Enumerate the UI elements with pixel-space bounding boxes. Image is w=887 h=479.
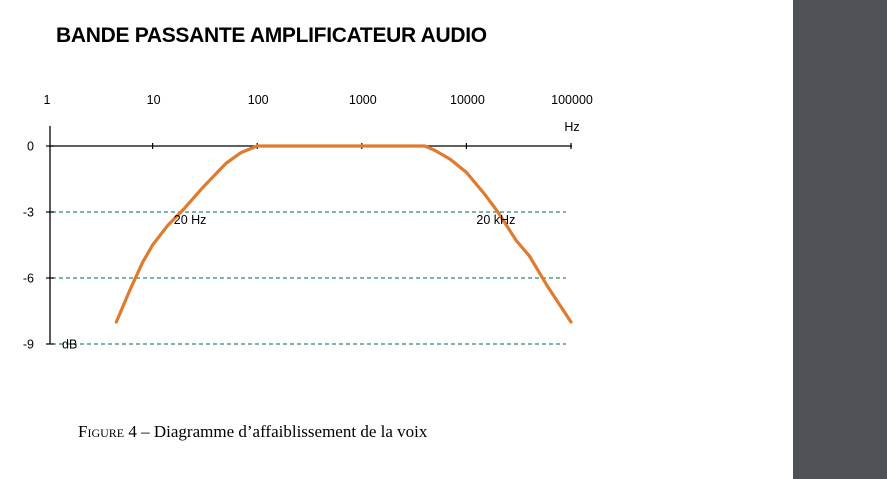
y-tick-label-0: 0	[27, 140, 34, 154]
caption-text: Diagramme d’affaiblissement de la voix	[153, 422, 428, 441]
x-tick-label-0: 1	[44, 93, 51, 107]
figure-label: Figure 4	[78, 422, 137, 441]
x-tick-label-5: 100000	[551, 93, 593, 107]
annotation-1: 20 kHz	[476, 213, 515, 227]
x-tick-label-1: 10	[147, 93, 161, 107]
y-unit-label: dB	[62, 338, 77, 352]
series-line-0	[114, 144, 573, 324]
document-page: BANDE PASSANTE AMPLIFICATEUR AUDIO 1 10 10…	[22, 24, 593, 442]
chart-title: BANDE PASSANTE AMPLIFICATEUR AUDIO	[56, 24, 487, 47]
x-tick-label-3: 1000	[349, 93, 377, 107]
bandwidth-chart: 1 10 100 1000 10000 100000 Hz 0 -3 -6 -9 dB 20 Hz 20 …	[23, 93, 593, 352]
x-unit-label: Hz	[564, 120, 579, 134]
y-tick-label-2: -6	[23, 272, 34, 286]
side-panel	[793, 0, 887, 479]
annotation-0: 20 Hz	[174, 213, 207, 227]
figure-caption: Figure 4 – Diagramme d’affaiblissement d…	[78, 422, 427, 442]
x-tick-label-4: 10000	[450, 93, 485, 107]
y-tick-label-1: -3	[23, 206, 34, 220]
x-tick-label-2: 100	[248, 93, 269, 107]
y-tick-label-3: -9	[23, 338, 34, 352]
caption-separator: –	[136, 422, 154, 441]
